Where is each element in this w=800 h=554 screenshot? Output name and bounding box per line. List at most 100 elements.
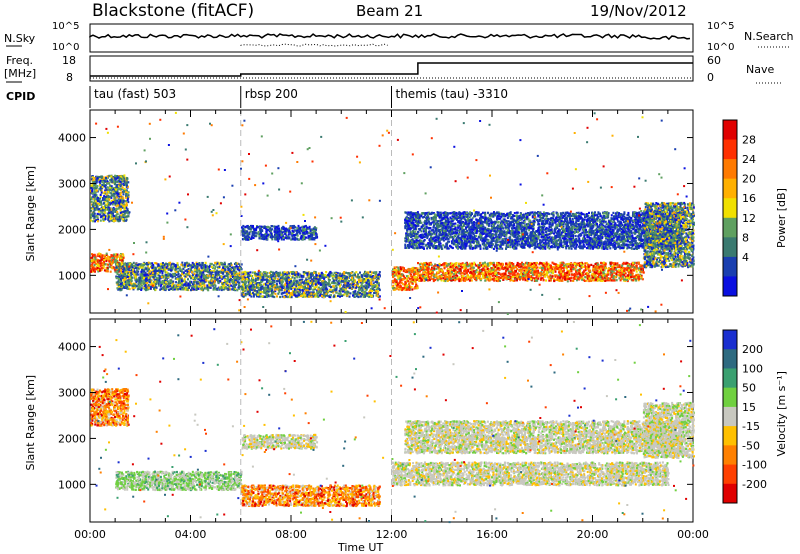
- echo-cell: [119, 177, 121, 179]
- echo-cell: [92, 220, 94, 222]
- echo-cell: [108, 203, 110, 205]
- echo-cell: [109, 187, 111, 189]
- echo-cell: [108, 216, 110, 218]
- echo-cell: [104, 205, 106, 207]
- echo-cell: [126, 202, 128, 204]
- echo-cell: [91, 190, 93, 192]
- cpid-segment-label: tau (fast) 503: [94, 87, 176, 101]
- echo-cell: [92, 176, 94, 178]
- echo-cell: [121, 259, 123, 261]
- echo-cell: [115, 179, 117, 181]
- echo-cell: [103, 265, 105, 267]
- echo-cell: [126, 185, 128, 187]
- echo-cell: [123, 174, 125, 176]
- echo-cell: [94, 194, 96, 196]
- nave-tick-top: 60: [707, 54, 721, 67]
- echo-cell: [99, 198, 101, 200]
- echo-cell: [111, 187, 113, 189]
- echo-cell: [181, 262, 183, 264]
- freq-unit: [MHz]: [4, 67, 36, 80]
- echo-cell: [101, 212, 103, 214]
- echo-cell: [122, 197, 124, 199]
- echo-cell: [92, 208, 94, 210]
- echo-cell: [92, 179, 94, 181]
- echo-cell: [108, 212, 110, 214]
- echo-cell: [91, 185, 93, 187]
- echo-cell: [127, 199, 129, 201]
- nave-tick-bottom: 0: [707, 71, 714, 84]
- beam-title: Beam 21: [356, 2, 423, 20]
- echo-cell: [125, 191, 127, 193]
- echo-cell: [101, 186, 103, 188]
- echo-cell: [120, 205, 122, 207]
- echo-cell: [96, 208, 98, 210]
- echo-cell: [101, 177, 103, 179]
- echo-cell: [115, 208, 117, 210]
- echo-cell: [102, 262, 104, 264]
- nsky-label: N.Sky: [4, 32, 36, 45]
- echo-cell: [104, 254, 106, 256]
- echo-cell: [109, 179, 111, 181]
- echo-cell: [100, 204, 102, 206]
- echo-cell: [120, 257, 122, 259]
- echo-cell: [113, 220, 115, 222]
- echo-cell: [94, 177, 96, 179]
- echo-cell: [109, 196, 111, 198]
- echo-cell: [115, 214, 117, 216]
- echo-cell: [106, 193, 108, 195]
- nsky-tick-top: 10^5: [52, 21, 79, 32]
- echo-cell: [103, 259, 105, 261]
- echo-cell: [119, 219, 121, 221]
- echo-cell: [113, 194, 115, 196]
- echo-cell: [107, 208, 109, 210]
- echo-cell: [187, 278, 189, 280]
- echo-cell: [92, 267, 94, 269]
- echo-cell: [94, 264, 96, 266]
- echo-cell: [194, 273, 196, 275]
- echo-cell: [99, 184, 101, 186]
- nsky-series: [90, 34, 690, 39]
- echo-cell: [110, 212, 112, 214]
- echo-cell: [115, 259, 117, 261]
- echo-cell: [90, 271, 92, 273]
- echo-cell: [115, 202, 117, 204]
- echo-cell: [110, 175, 112, 177]
- echo-cell: [110, 271, 112, 273]
- echo-cell: [123, 184, 125, 186]
- echo-cell: [126, 215, 128, 217]
- echo-cell: [101, 257, 103, 259]
- echo-cell: [112, 261, 114, 263]
- echo-cell: [216, 288, 218, 290]
- echo-cell: [123, 257, 125, 259]
- echo-cell: [95, 191, 97, 193]
- echo-cell: [96, 198, 98, 200]
- echo-cell: [123, 211, 125, 213]
- echo-cell: [97, 264, 99, 266]
- echo-cell: [125, 200, 127, 202]
- echo-cell: [114, 197, 116, 199]
- echo-cell: [109, 185, 111, 187]
- echo-cell: [102, 199, 104, 201]
- echo-cell: [125, 220, 127, 222]
- echo-cell: [94, 198, 96, 200]
- echo-cell: [121, 216, 123, 218]
- echo-cell: [95, 200, 97, 202]
- echo-cell: [94, 215, 96, 217]
- echo-cell: [99, 260, 101, 262]
- echo-cell: [97, 220, 99, 222]
- echo-cell: [111, 257, 113, 259]
- echo-cell: [91, 198, 93, 200]
- nsearch-tick-bottom: 10^0: [707, 42, 734, 53]
- echo-cell: [110, 192, 112, 194]
- echo-cell: [92, 259, 94, 261]
- nsearch-label: N.Search: [744, 30, 794, 43]
- echo-cell: [116, 185, 118, 187]
- freq-tick-top: 18: [62, 54, 76, 67]
- echo-cell: [95, 204, 97, 206]
- echo-cell: [109, 209, 111, 211]
- echo-cell: [103, 182, 105, 184]
- echo-cell: [125, 197, 127, 199]
- echo-cell: [103, 219, 105, 221]
- echo-cell: [104, 191, 106, 193]
- echo-cell: [93, 205, 95, 207]
